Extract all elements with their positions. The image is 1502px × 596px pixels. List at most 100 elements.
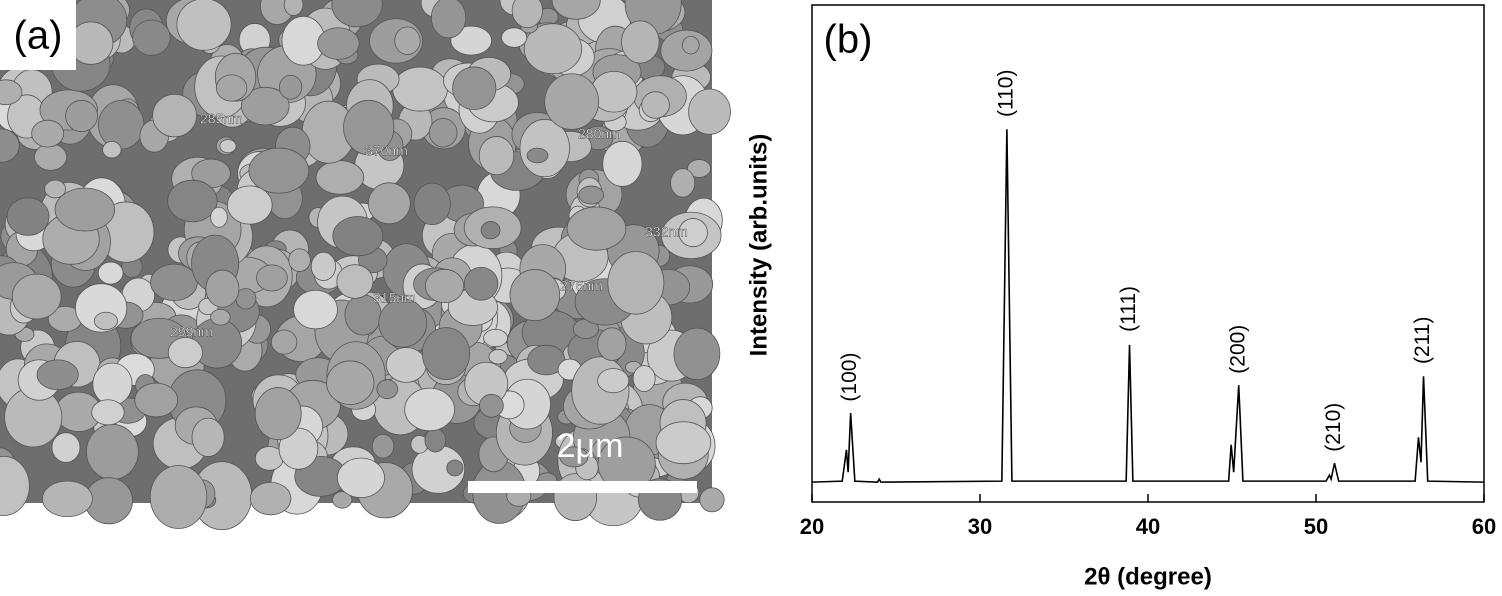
measurement: 299nm [170, 324, 213, 340]
measurement: 315nm [373, 290, 416, 306]
grain [36, 359, 79, 391]
grain [167, 337, 203, 369]
grain [483, 328, 508, 348]
measurement: 332nm [645, 224, 688, 240]
grain [149, 465, 208, 529]
grain [343, 99, 395, 156]
grain [91, 399, 125, 426]
grain [331, 0, 383, 28]
grain [205, 269, 240, 308]
measurement: 280nm [578, 126, 621, 142]
grain [597, 327, 627, 361]
grain [394, 26, 421, 55]
grain [424, 428, 447, 453]
grain [430, 0, 467, 39]
grain [288, 248, 311, 272]
grain [332, 491, 353, 509]
grain [450, 25, 493, 56]
grain [378, 298, 428, 348]
grain [337, 457, 385, 499]
peak-label: (211) [1411, 317, 1434, 364]
grain [278, 427, 319, 470]
scale-bar [468, 481, 697, 493]
panel-label: (b) [824, 18, 873, 62]
grain [479, 393, 504, 418]
grain [11, 273, 62, 320]
grain [553, 473, 598, 521]
sem-image: (a) 285nm 370nm 280nm 332nm 276nm 315nm … [0, 0, 731, 531]
grain [509, 269, 561, 322]
spectrum-line [811, 129, 1485, 483]
grain [283, 0, 304, 16]
grain [134, 382, 179, 418]
grain [607, 251, 665, 315]
grain [215, 74, 248, 102]
x-tick-label: 40 [1136, 514, 1160, 539]
grain [176, 0, 232, 51]
grain [98, 100, 145, 150]
grain [526, 147, 549, 164]
grain [86, 423, 139, 480]
peak-label: (210) [1322, 403, 1345, 452]
grain [92, 362, 133, 406]
grain [413, 182, 451, 226]
grain [93, 311, 118, 331]
x-tick-label: 30 [968, 514, 992, 539]
grain [191, 417, 225, 457]
grain [446, 459, 464, 477]
grain [523, 23, 583, 75]
grain [254, 387, 302, 441]
grain [336, 264, 374, 299]
grain [226, 185, 273, 225]
x-tick-label: 60 [1472, 514, 1496, 539]
grain [270, 329, 298, 355]
grain [699, 487, 725, 513]
grain [6, 197, 50, 236]
grain [293, 289, 338, 330]
grain [219, 139, 237, 154]
grain [602, 140, 643, 187]
grain [0, 79, 23, 106]
plot-frame [811, 4, 1485, 503]
x-axis-label: 2θ (degree) [1084, 563, 1212, 590]
grain [167, 179, 218, 223]
measurement: 285nm [200, 111, 243, 127]
grain [332, 216, 384, 257]
grain [248, 147, 310, 194]
grain [678, 218, 708, 248]
grain [392, 66, 448, 112]
grain [256, 264, 288, 292]
grain [673, 327, 721, 381]
grain [578, 185, 605, 205]
grain [519, 119, 570, 178]
grain [150, 263, 198, 302]
grain [632, 365, 656, 392]
panel-label: (a) [14, 14, 63, 58]
x-tick-label: 20 [800, 514, 824, 539]
grain [385, 347, 427, 383]
grain [551, 0, 601, 20]
grain [240, 86, 290, 126]
grain [51, 432, 81, 463]
grain [641, 91, 670, 119]
measurement: 370nm [365, 143, 408, 159]
peak-label: (111) [1117, 286, 1140, 332]
grain [488, 349, 508, 365]
grain [102, 141, 122, 159]
grain [478, 136, 515, 176]
grain [424, 268, 465, 304]
grain [566, 206, 627, 251]
grain [452, 66, 497, 111]
grain [249, 481, 292, 516]
grain [501, 27, 528, 48]
grain [655, 421, 712, 465]
grain [428, 118, 458, 148]
grain [670, 168, 696, 198]
grain [315, 160, 365, 195]
grain [210, 206, 228, 228]
grain [34, 143, 68, 171]
grain [511, 0, 543, 29]
grain [421, 327, 471, 381]
